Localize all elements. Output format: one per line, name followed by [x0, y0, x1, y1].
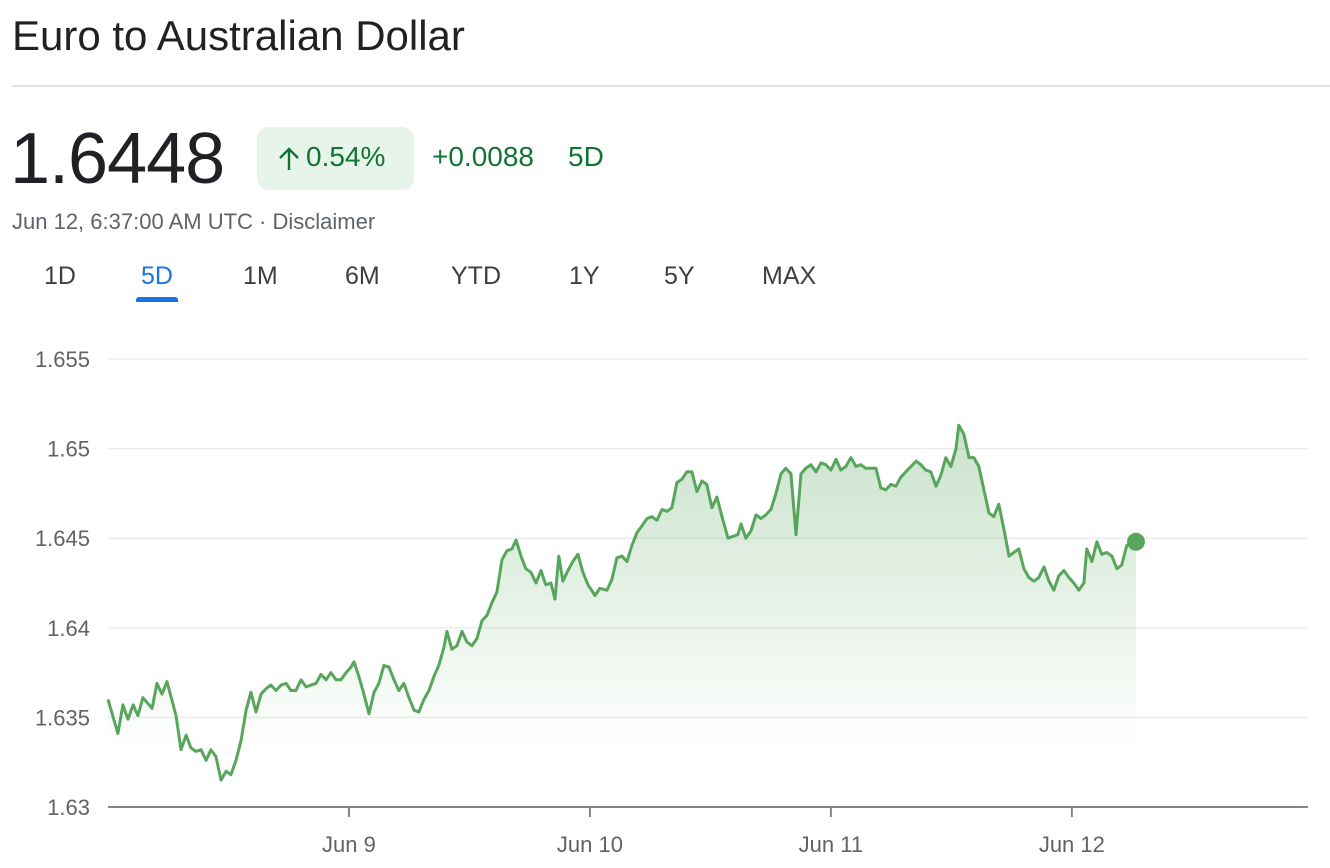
x-tick-label: Jun 11	[799, 832, 863, 857]
y-tick-label: 1.655	[35, 347, 90, 372]
timestamp-line: Jun 12, 6:37:00 AM UTC · Disclaimer	[12, 209, 375, 235]
up-arrow-icon	[279, 147, 299, 170]
price: 1.6448	[10, 119, 225, 199]
price-line	[106, 423, 1137, 782]
range-tab[interactable]: MAX	[762, 262, 817, 290]
y-tick-label: 1.65	[47, 437, 90, 462]
selected-tab-indicator	[136, 297, 178, 302]
change-badge	[257, 127, 414, 190]
area-fill	[108, 425, 1136, 807]
separator: ·	[259, 209, 267, 234]
page-title: Euro to Australian Dollar	[12, 12, 465, 59]
last-point	[1126, 532, 1145, 551]
timestamp: Jun 12, 6:37:00 AM UTC	[12, 209, 253, 234]
range-tab[interactable]: 1Y	[569, 262, 600, 290]
divider	[12, 85, 1330, 87]
y-tick-label: 1.645	[35, 526, 90, 551]
chart: 1.63 1.635 1.64 1.645 1.65 1.655 Jun 9 Jun 10 Ju…	[35, 347, 1308, 857]
change-period: 5D	[568, 141, 604, 172]
y-tick-label: 1.64	[47, 616, 90, 641]
x-tick-label: Jun 10	[557, 832, 623, 857]
disclaimer-link[interactable]: Disclaimer	[272, 209, 376, 234]
x-tick-label: Jun 12	[1039, 832, 1105, 857]
change-value: +0.0088	[432, 141, 534, 172]
y-tick-label: 1.635	[35, 705, 90, 730]
change-percent: 0.54%	[306, 141, 386, 172]
x-tick-label: Jun 9	[322, 832, 376, 857]
range-tab[interactable]: 5D	[141, 262, 173, 290]
range-tab[interactable]: 1D	[44, 262, 76, 290]
range-tab[interactable]: 1M	[243, 262, 278, 290]
y-tick-label: 1.63	[47, 795, 90, 820]
range-tab[interactable]: 5Y	[664, 262, 695, 290]
range-tab[interactable]: 6M	[345, 262, 380, 290]
range-tab[interactable]: YTD	[451, 262, 501, 290]
